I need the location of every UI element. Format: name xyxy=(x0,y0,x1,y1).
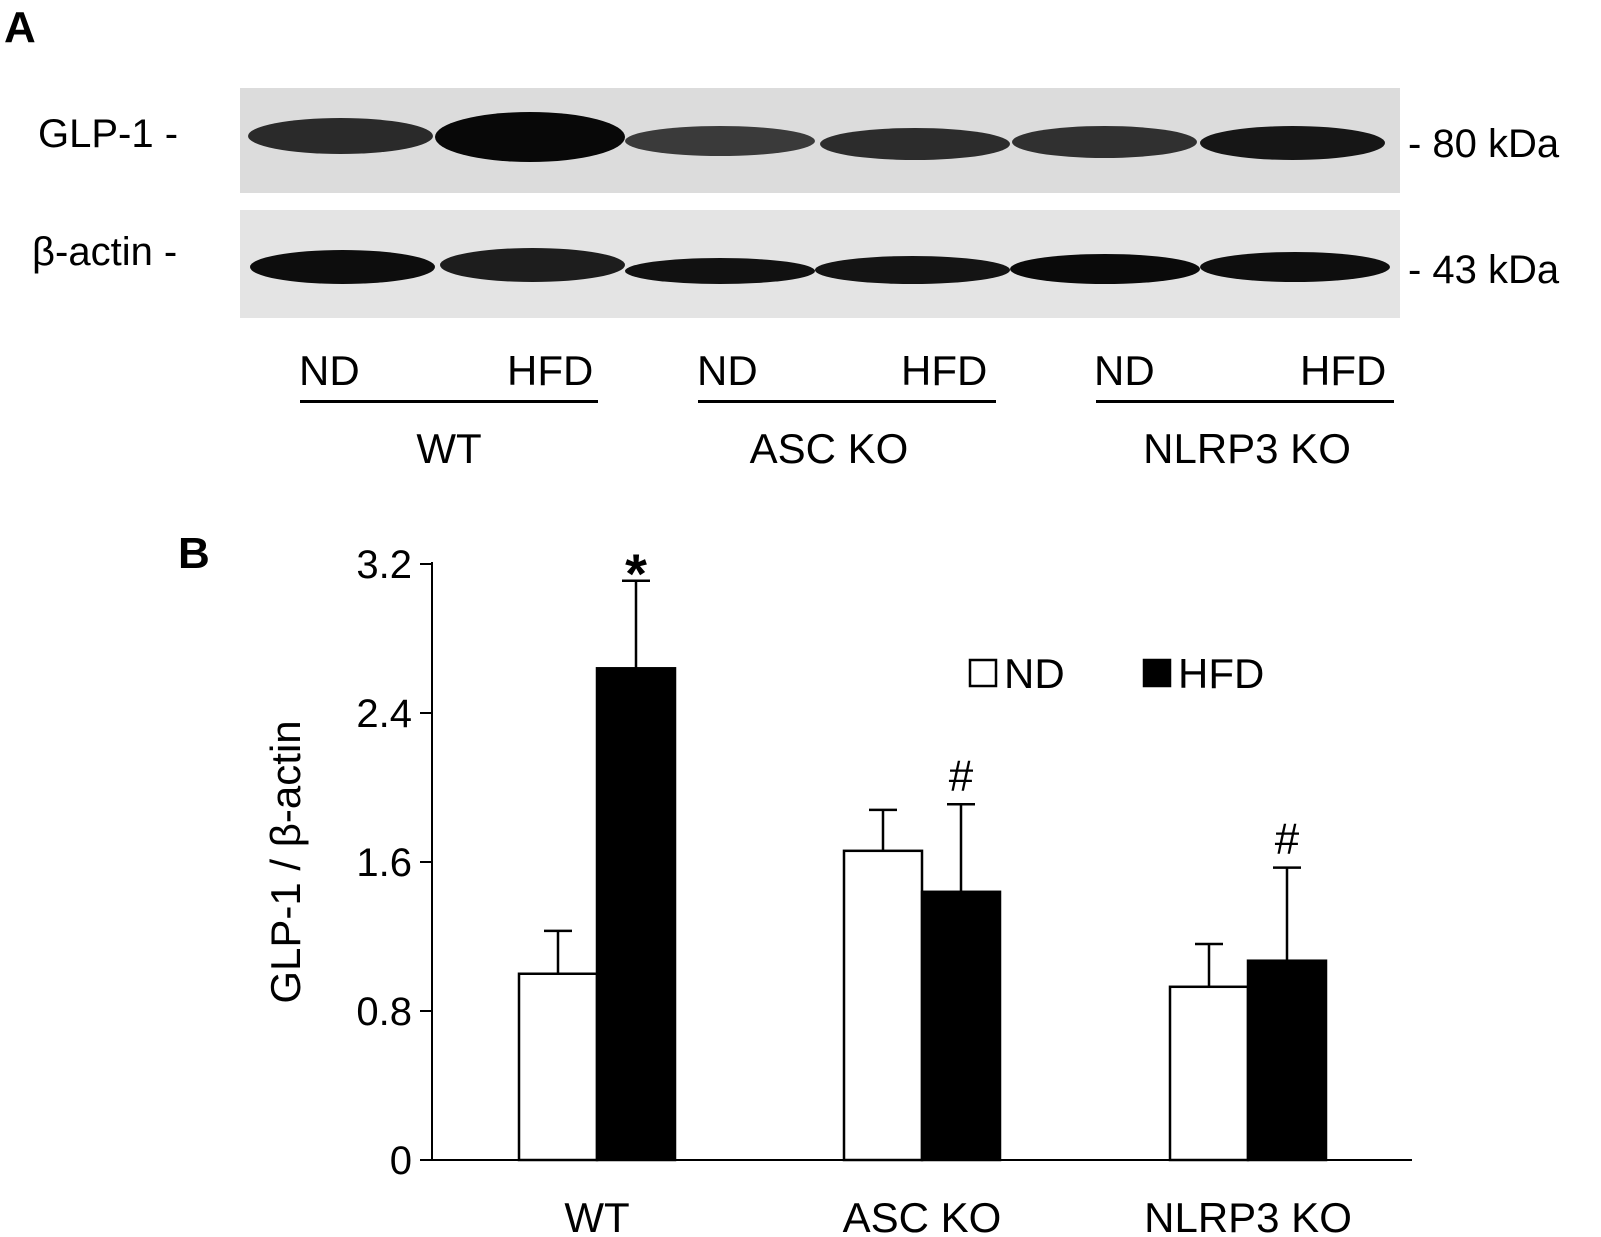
blot-band xyxy=(625,126,815,156)
group-underline-wt xyxy=(300,400,598,403)
y-tick-label: 2.4 xyxy=(356,692,412,736)
lane-label: ND xyxy=(299,347,360,394)
bar-nd xyxy=(1168,985,1250,1162)
y-tick-label: 0 xyxy=(390,1139,412,1183)
group-label-asc: ASC KO xyxy=(749,425,909,472)
blot-band xyxy=(1010,254,1200,284)
significance-marker: # xyxy=(1275,815,1300,864)
y-tick-label: 1.6 xyxy=(356,841,412,885)
blot-strip-actin xyxy=(240,210,1400,318)
blot-band xyxy=(815,256,1010,284)
group-label-wt: WT xyxy=(416,425,482,472)
bar-hfd xyxy=(1246,959,1328,1162)
bar-nd xyxy=(842,849,924,1162)
legend-label-nd: ND xyxy=(1004,650,1065,697)
bar-hfd xyxy=(920,890,1002,1162)
y-axis-label: GLP-1 / β-actin xyxy=(262,720,309,1003)
x-tick-label: ASC KO xyxy=(843,1194,1002,1237)
legend-label-hfd: HFD xyxy=(1178,650,1264,697)
legend-swatch-hfd xyxy=(1142,658,1172,688)
blot-band xyxy=(250,250,435,284)
significance-marker: # xyxy=(949,751,974,800)
y-tick-label: 3.2 xyxy=(356,543,412,587)
bar-hfd xyxy=(595,667,677,1162)
blot-strip-glp1 xyxy=(240,88,1400,193)
lane-label: HFD xyxy=(507,347,594,394)
blot-band xyxy=(1200,126,1385,160)
x-tick-label: WT xyxy=(564,1194,629,1237)
lane-label: HFD xyxy=(1300,347,1387,394)
lane-label: ND xyxy=(1094,347,1155,394)
panel-b-letter: B xyxy=(178,529,210,578)
lane-label: HFD xyxy=(901,347,988,394)
blot-band xyxy=(248,118,433,154)
blot-band xyxy=(625,258,815,284)
group-underline-nlrp3 xyxy=(1096,400,1394,403)
group-underline-asc xyxy=(698,400,996,403)
panel-a-letter: A xyxy=(4,3,36,52)
blot-marker-43: - 43 kDa xyxy=(1408,248,1560,292)
blot-band xyxy=(1012,126,1197,158)
significance-marker: * xyxy=(625,542,647,605)
group-label-nlrp3: NLRP3 KO xyxy=(1143,425,1351,472)
blot-band xyxy=(820,128,1010,160)
blot-band xyxy=(435,112,625,162)
blot-band xyxy=(440,248,625,282)
x-tick-label: NLRP3 KO xyxy=(1144,1194,1352,1237)
bar-nd xyxy=(517,972,599,1162)
blot-band xyxy=(1200,252,1390,282)
blot-row-label-glp1: GLP-1 - xyxy=(38,112,179,156)
blot-marker-80: - 80 kDa xyxy=(1408,122,1560,166)
legend-swatch-nd xyxy=(968,658,998,688)
y-tick-label: 0.8 xyxy=(356,990,412,1034)
blot-row-label-actin: β-actin - xyxy=(32,230,178,274)
lane-label: ND xyxy=(697,347,758,394)
